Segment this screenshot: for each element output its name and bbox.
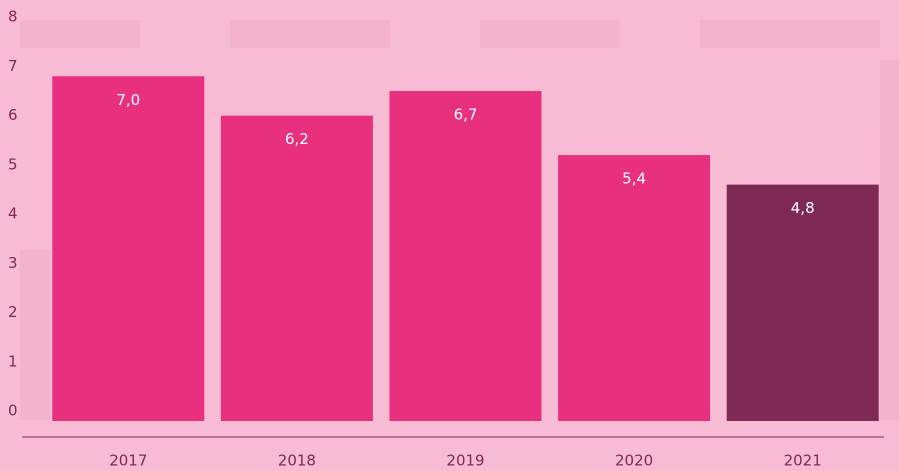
bar [727,185,879,421]
x-tick-label: 2017 [109,452,147,470]
y-tick-label: 4 [8,205,18,223]
y-tick-label: 0 [8,402,18,420]
x-tick-label: 2021 [784,452,822,470]
x-tick-label: 2020 [615,452,653,470]
bar [52,76,204,421]
bar [390,91,542,421]
value-label: 4,8 [791,199,815,217]
value-label: 5,4 [622,170,646,188]
y-tick-label: 5 [8,155,18,173]
x-tick-label: 2019 [446,452,484,470]
value-label: 7,0 [116,91,140,109]
y-tick-label: 8 [8,8,18,26]
y-tick-label: 1 [8,352,18,370]
y-tick-label: 6 [8,106,18,124]
bar [558,155,710,421]
y-tick-label: 2 [8,303,18,321]
x-tick-label: 2018 [278,452,316,470]
value-label: 6,2 [285,130,309,148]
bar [221,116,373,421]
y-tick-label: 7 [8,57,18,75]
y-tick-label: 3 [8,254,18,272]
value-label: 6,7 [454,106,478,124]
chart: 0 1 2 3 4 5 6 7 8 2017 7,0 2018 6,2 2019 6,7 2020 5,4 202… [0,0,899,471]
